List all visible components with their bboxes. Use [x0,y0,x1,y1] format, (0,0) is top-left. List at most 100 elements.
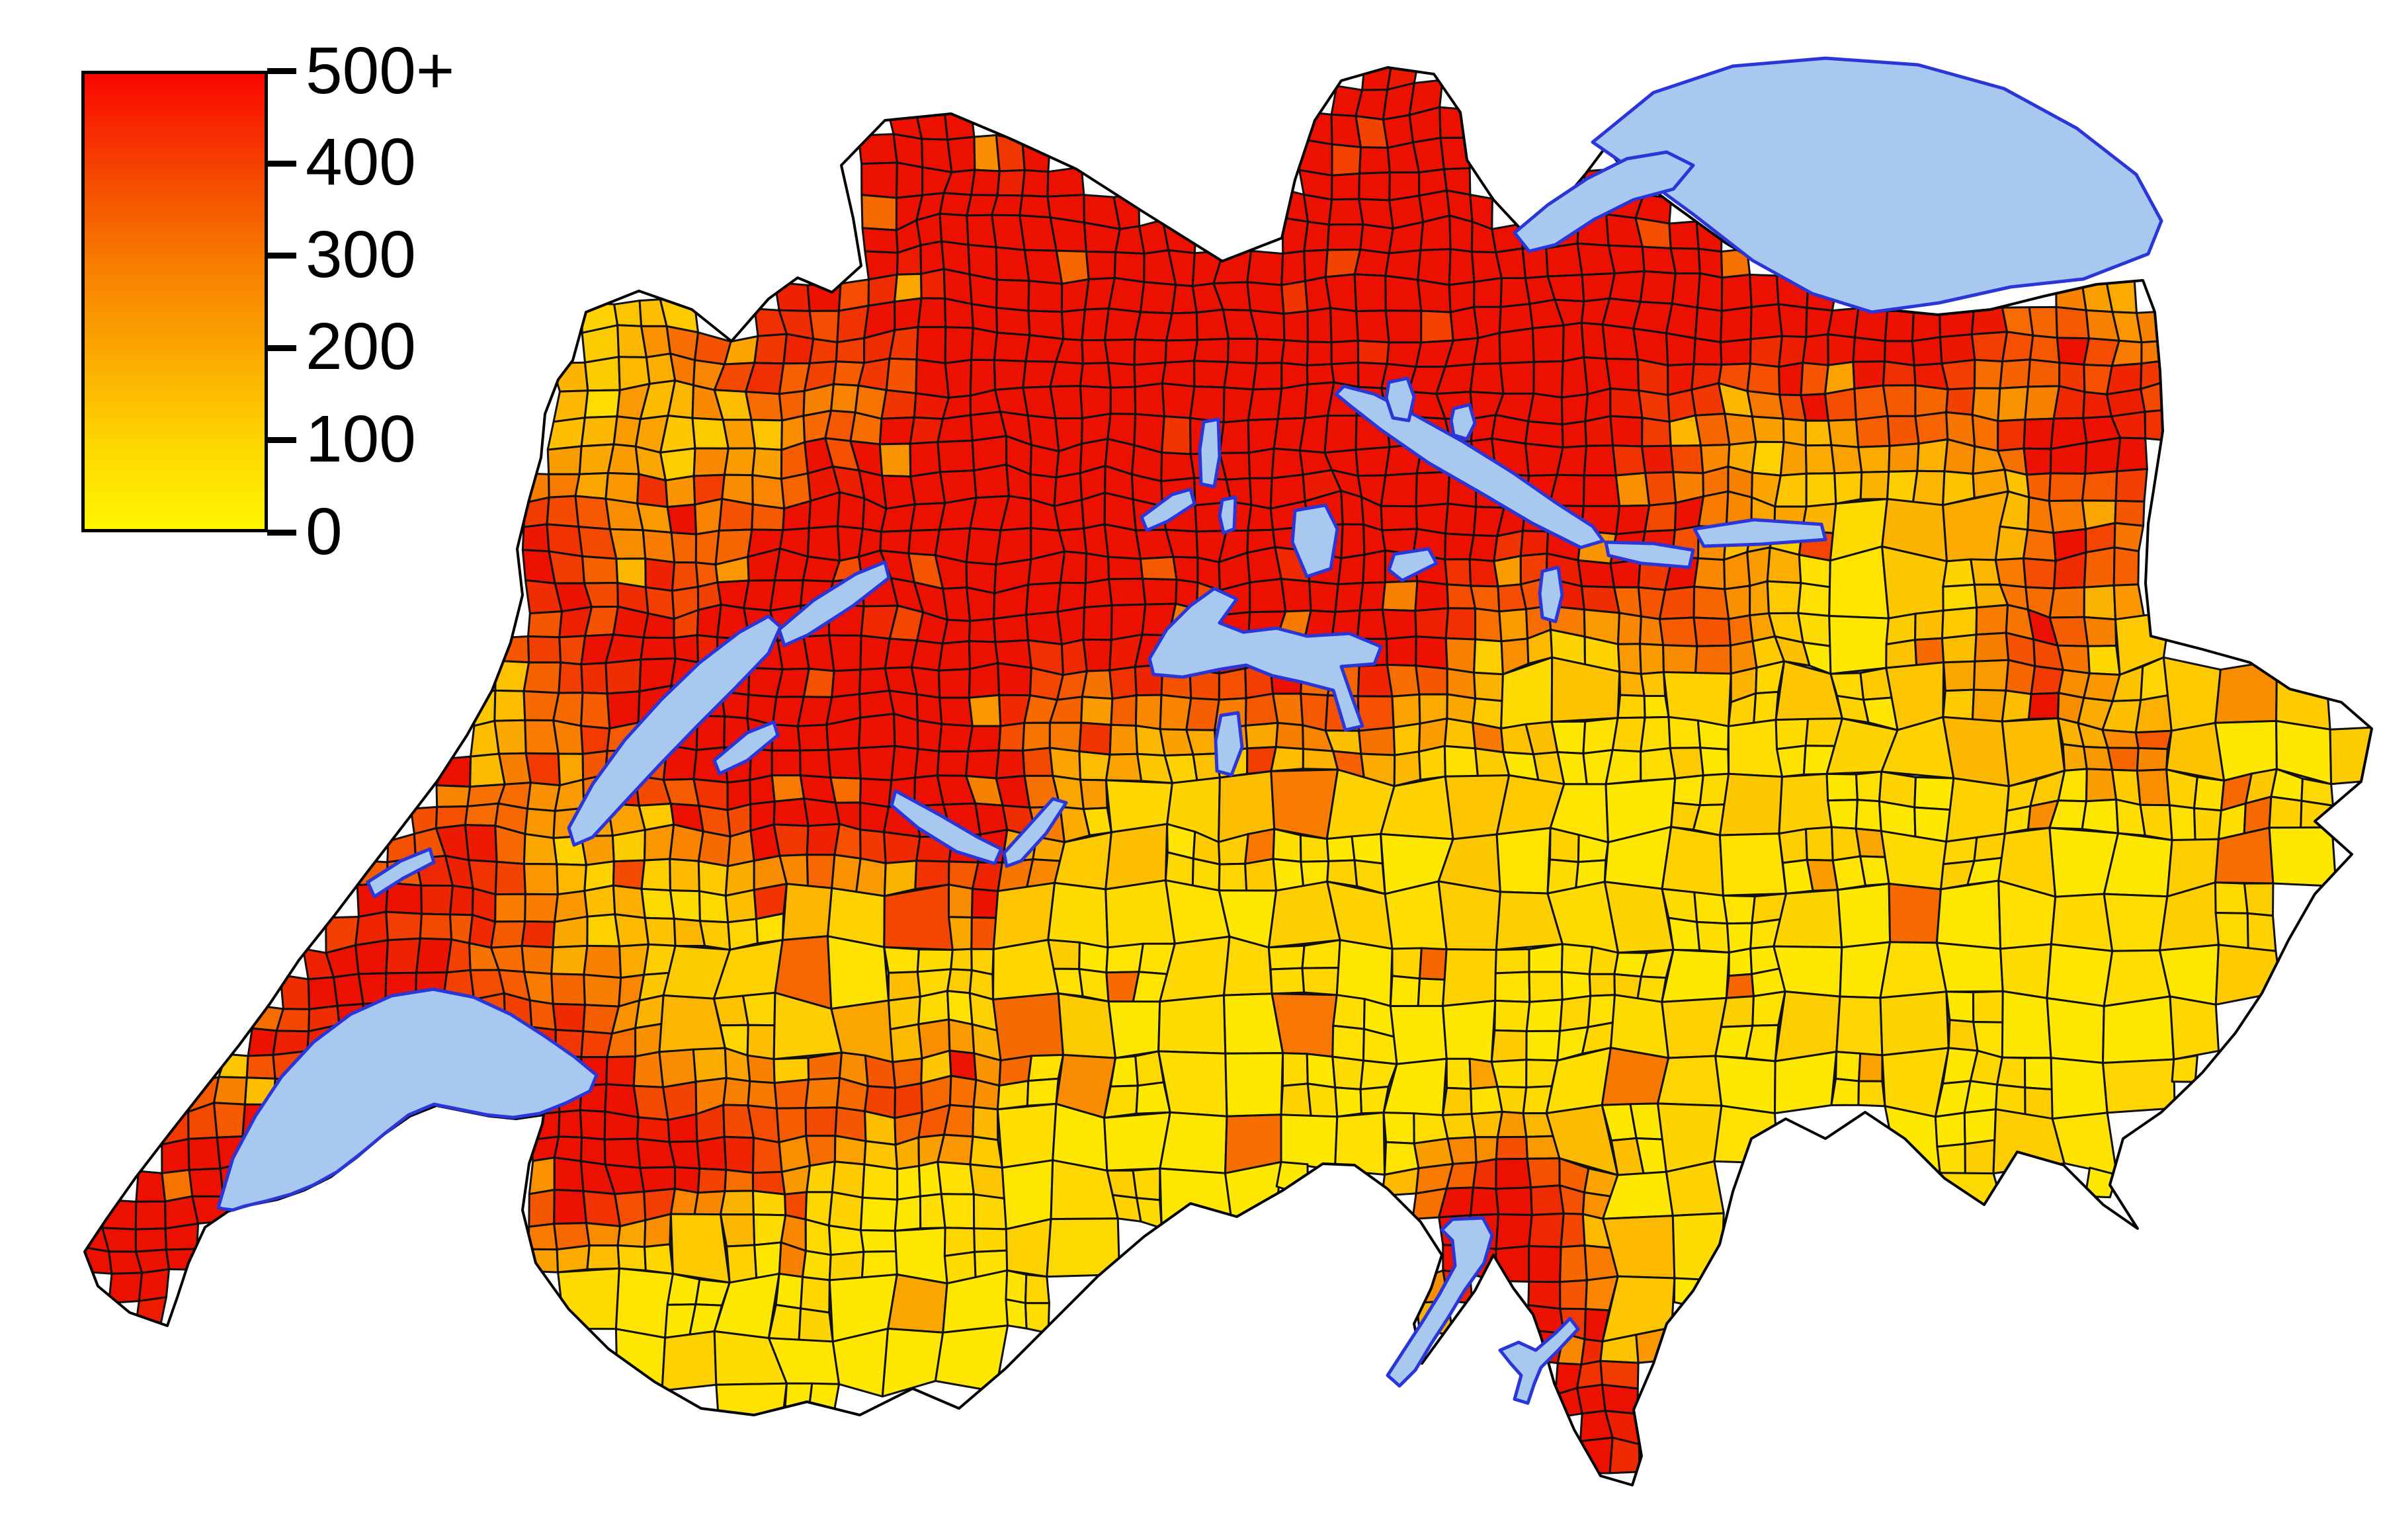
municipality-cell [1056,606,1085,645]
municipality-cell [1079,778,1108,810]
municipality-cell [1331,1055,1364,1090]
municipality-cell [1549,827,1580,864]
municipality-cell [2214,912,2249,950]
municipality-cell [2001,990,2052,1059]
municipality-cell [1442,999,1497,1063]
municipality-cell [1614,471,1651,507]
municipality-cell [2114,467,2148,503]
municipality-cell [1694,306,1723,343]
municipality-cell [993,331,1031,362]
municipality-cell [697,860,729,897]
lake-constance [1591,56,2163,314]
municipality-cell [1384,249,1422,281]
municipality-cell [942,587,972,622]
municipality-cell [1340,523,1366,559]
municipality-cell [1973,358,2004,389]
municipality-cell [1055,249,1090,285]
municipality-cell [1963,1080,1999,1114]
municipality-cell [1495,1135,1528,1160]
municipality-cell [1749,335,1783,368]
municipality-cell [2003,805,2032,835]
municipality-cell [1495,247,1526,280]
municipality-cell [1914,384,1949,417]
municipality-cell [2083,616,2118,647]
municipality-cell [2001,689,2032,723]
municipality-cell [1021,169,1050,198]
municipality-cell [1280,578,1312,613]
municipality-cell [915,212,943,247]
municipality-cell [1974,631,2010,663]
municipality-cell [1444,503,1478,536]
municipality-cell [188,1167,225,1197]
municipality-cell [972,1078,1001,1111]
municipality-cells-layer [85,67,2372,1475]
municipality-cell [946,968,973,994]
municipality-cell [878,442,912,478]
municipality-cell [995,527,1032,566]
municipality-cell [307,976,339,1010]
municipality-cell [2136,310,2165,344]
municipality-cell [1562,321,1585,362]
municipality-cell [164,1223,200,1251]
municipality-cell [2022,528,2057,562]
municipality-cell [1494,971,1531,1003]
municipality-cell [1048,747,1081,781]
municipality-cell [749,774,776,805]
municipality-cell [771,749,802,777]
municipality-cell [1611,716,1646,753]
municipality-cell [833,823,862,860]
municipality-cell [1669,444,1704,475]
municipality-cell [525,1248,560,1274]
municipality-cell [1474,607,1503,643]
municipality-cell [1607,244,1646,274]
municipality-cell [1576,1359,1604,1389]
municipality-cell [580,725,611,755]
municipality-cell [642,529,676,563]
municipality-cell [973,1227,1009,1253]
municipality-cell [857,133,898,165]
municipality-cell [1528,943,1564,973]
municipality-cell [782,333,815,365]
municipality-cell [996,1102,1058,1169]
municipality-cell [1005,1298,1028,1330]
municipality-cell [667,1113,698,1143]
municipality-cell [1355,89,1389,121]
municipality-cell [859,1229,898,1253]
municipality-cell [1855,770,1883,803]
municipality-cell [1945,991,1975,1023]
municipality-cell [859,1196,899,1232]
municipality-cell [878,416,915,446]
municipality-cell [1941,358,1976,391]
municipality-cell [937,1133,974,1166]
municipality-cell [1417,248,1452,286]
municipality-cell [1749,273,1780,308]
municipality-cell [606,443,640,475]
municipality-cell [1694,413,1731,447]
municipality-cell [1644,501,1677,533]
municipality-cell [948,916,973,951]
municipality-cell [1994,557,2027,588]
municipality-cell [584,356,621,392]
municipality-cell [2103,893,2169,952]
municipality-cell [1301,967,1341,996]
municipality-cell [1853,384,1889,421]
municipality-cell [802,667,835,698]
municipality-cell [1884,309,1915,343]
municipality-cell [915,326,947,364]
municipality-cell [1658,616,1698,647]
municipality-cell [915,693,943,725]
municipality-cell [941,618,972,645]
municipality-cell [1391,693,1421,729]
municipality-cell [1693,891,1728,925]
municipality-cell [1495,1213,1533,1250]
municipality-cell [909,441,941,478]
municipality-cell [581,555,619,585]
municipality-cell [669,1213,731,1284]
municipality-cell [996,1080,1030,1111]
municipality-cell [1270,746,1304,772]
municipality-cell [1882,360,1917,387]
municipality-cell [1640,715,1671,753]
municipality-cell [552,915,589,949]
municipality-cell [1444,607,1477,641]
municipality-cell [1079,385,1112,419]
